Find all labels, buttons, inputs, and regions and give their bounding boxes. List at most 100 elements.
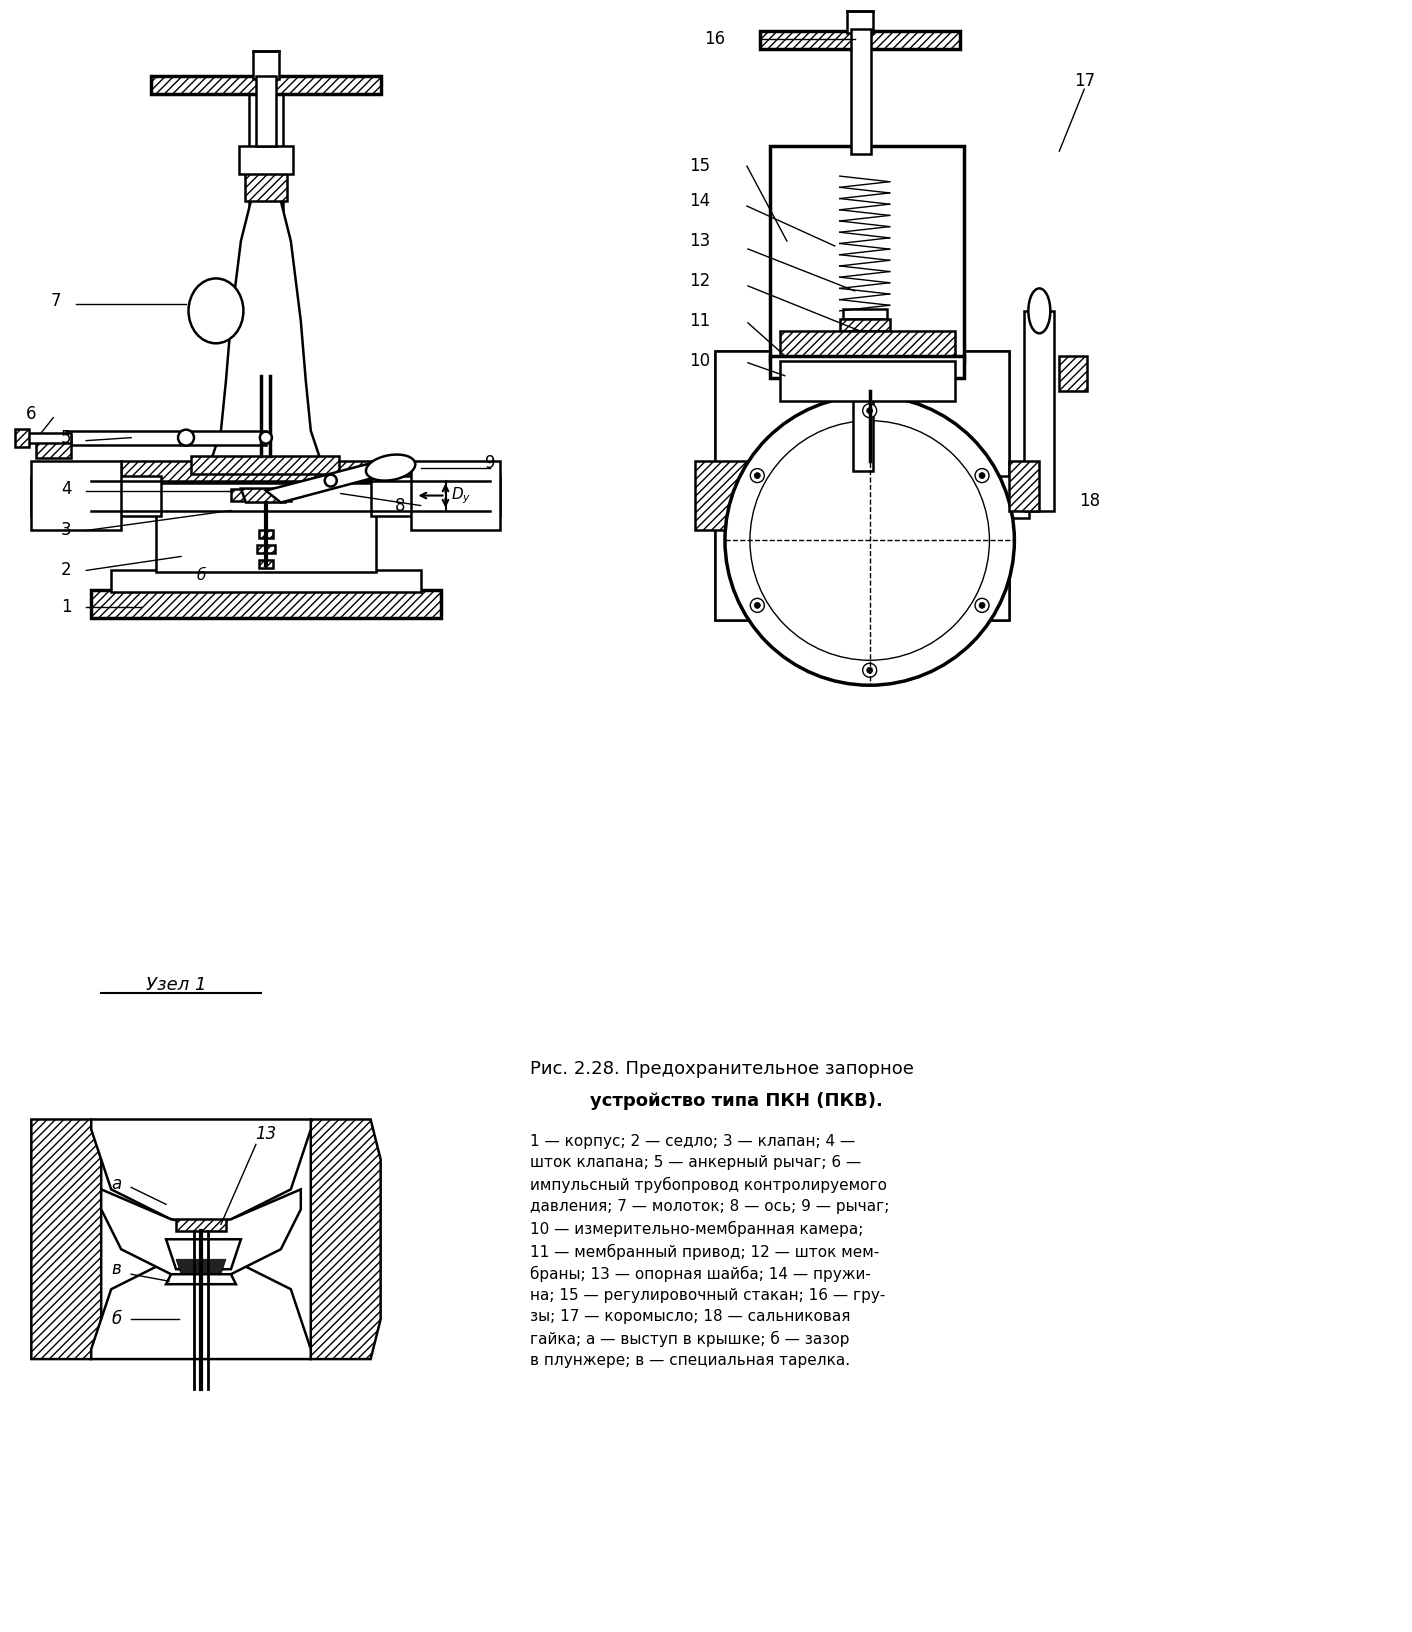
Bar (31, 460, 121, 530)
Bar (176, 1219, 226, 1231)
Polygon shape (167, 1239, 241, 1270)
Bar (695, 460, 765, 530)
Text: 17: 17 (1073, 72, 1094, 90)
Text: в: в (112, 1260, 121, 1278)
Circle shape (750, 421, 990, 661)
Circle shape (724, 395, 1014, 685)
Bar (779, 331, 955, 356)
Bar (256, 77, 275, 147)
Circle shape (979, 602, 986, 609)
Polygon shape (92, 1255, 311, 1359)
Text: 5: 5 (61, 429, 72, 447)
Text: 18: 18 (1079, 491, 1100, 509)
Circle shape (750, 468, 764, 483)
Bar (770, 147, 964, 361)
Text: 7: 7 (51, 292, 62, 310)
Bar (253, 51, 278, 80)
Text: 16: 16 (705, 31, 726, 49)
Bar (151, 77, 381, 95)
Text: 13: 13 (689, 232, 710, 250)
Circle shape (178, 429, 193, 446)
Bar (700, 475, 1029, 517)
Polygon shape (176, 1260, 226, 1275)
Text: 11: 11 (689, 312, 710, 330)
Bar (244, 171, 287, 201)
Bar (1024, 310, 1055, 511)
Text: б: б (196, 568, 206, 583)
Text: 6: 6 (25, 405, 37, 423)
Bar (112, 571, 421, 592)
Text: 14: 14 (689, 193, 710, 211)
Bar (232, 488, 291, 501)
Text: 15: 15 (689, 157, 710, 175)
Text: Рис. 2.28. Предохранительное запорное: Рис. 2.28. Предохранительное запорное (531, 1059, 914, 1077)
Ellipse shape (189, 279, 243, 343)
Bar (411, 460, 500, 530)
Bar (249, 91, 282, 470)
Text: $D_y$: $D_y$ (450, 485, 470, 506)
Bar (157, 480, 376, 573)
Circle shape (863, 403, 877, 418)
Circle shape (750, 599, 764, 612)
Text: 12: 12 (689, 273, 710, 290)
Circle shape (976, 599, 988, 612)
Bar (92, 591, 441, 619)
Bar (239, 147, 292, 175)
Text: 1 — корпус; 2 — седло; 3 — клапан; 4 —
шток клапана; 5 — анкерный рычаг; 6 —
имп: 1 — корпус; 2 — седло; 3 — клапан; 4 — ш… (531, 1134, 890, 1368)
Bar (37, 436, 71, 457)
Bar (853, 385, 873, 470)
Text: 2: 2 (61, 561, 72, 579)
Circle shape (976, 468, 988, 483)
Bar (850, 29, 871, 153)
Bar (847, 11, 873, 33)
Bar (191, 455, 339, 473)
Polygon shape (102, 1190, 301, 1278)
Circle shape (863, 663, 877, 677)
Polygon shape (92, 1120, 311, 1224)
Text: 8: 8 (395, 496, 405, 514)
Bar (779, 157, 955, 356)
Bar (21, 432, 71, 442)
Circle shape (754, 602, 760, 609)
Polygon shape (31, 1120, 102, 1359)
Polygon shape (241, 488, 291, 503)
Bar (840, 318, 890, 331)
Bar (844, 375, 890, 388)
Bar (1010, 460, 1039, 511)
Polygon shape (265, 460, 401, 503)
Text: Узел 1: Узел 1 (145, 976, 206, 994)
Bar (371, 475, 500, 516)
Text: б: б (112, 1310, 121, 1328)
Bar (843, 308, 887, 318)
Polygon shape (210, 186, 321, 460)
Circle shape (979, 473, 986, 478)
Bar (258, 530, 273, 539)
Text: 4: 4 (61, 480, 72, 498)
Bar (257, 545, 275, 553)
Text: 9: 9 (486, 454, 496, 472)
Bar (779, 361, 955, 401)
Circle shape (325, 475, 336, 486)
Text: 1: 1 (61, 599, 72, 617)
Bar (714, 351, 1010, 620)
Bar (770, 356, 964, 377)
Ellipse shape (366, 455, 415, 481)
Circle shape (867, 667, 873, 674)
Text: а: а (112, 1175, 121, 1193)
Polygon shape (311, 1120, 381, 1359)
Bar (66, 431, 265, 444)
Text: устройство типа ПКН (ПКВ).: устройство типа ПКН (ПКВ). (590, 1092, 882, 1110)
Bar (16, 429, 30, 447)
Bar (1059, 356, 1087, 390)
Text: 10: 10 (689, 353, 710, 370)
Bar (258, 560, 273, 568)
Text: 3: 3 (61, 522, 72, 540)
Bar (714, 351, 1010, 620)
Polygon shape (167, 1275, 236, 1284)
Circle shape (754, 473, 760, 478)
Circle shape (260, 431, 273, 444)
Bar (760, 31, 960, 49)
Bar (121, 460, 411, 483)
Ellipse shape (1028, 289, 1051, 333)
Circle shape (867, 408, 873, 413)
